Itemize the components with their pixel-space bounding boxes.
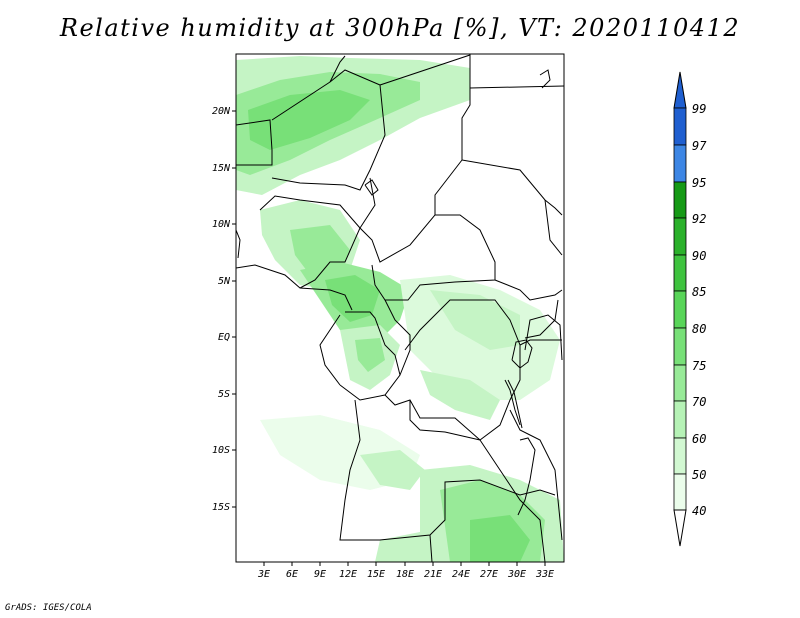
lat-label-15n: 15N xyxy=(212,163,231,174)
lon-label-21e: 21E xyxy=(424,569,442,580)
lon-label-18e: 18E xyxy=(396,569,414,580)
longitude-axis: 3E 6E 9E 12E 15E 18E 21E 24E 27E 30E 33E xyxy=(257,562,554,580)
country-borders xyxy=(236,54,564,562)
colorbar-box-60-70 xyxy=(673,400,687,439)
colorbar-box-50-60 xyxy=(673,437,687,475)
colorbar-label-60: 60 xyxy=(692,432,706,446)
lon-label-9e: 9E xyxy=(314,569,326,580)
colorbar-label-97: 97 xyxy=(692,139,707,153)
lon-label-15e: 15E xyxy=(367,569,385,580)
colorbar-box-92-95 xyxy=(673,181,687,219)
colorbar-label-85: 85 xyxy=(692,285,706,299)
colorbar-label-50: 50 xyxy=(692,468,706,482)
colorbar-label-90: 90 xyxy=(692,249,706,263)
lat-label-20n: 20N xyxy=(212,106,231,117)
humidity-shading xyxy=(236,56,564,562)
lat-label-10n: 10N xyxy=(212,219,231,230)
lon-label-30e: 30E xyxy=(507,569,526,580)
lon-label-27e: 27E xyxy=(480,569,498,580)
colorbar-label-99: 99 xyxy=(692,102,706,116)
colorbar-box-40-50 xyxy=(673,473,687,511)
colorbar-label-40: 40 xyxy=(692,504,706,518)
colorbar-box-85-90 xyxy=(673,254,687,292)
colorbar-box-75-80 xyxy=(673,327,687,366)
colorbar-bottom-arrow xyxy=(673,509,687,547)
colorbar-box-95-97 xyxy=(673,144,687,183)
colorbar-top-arrow xyxy=(673,71,687,109)
colorbar-box-90-92 xyxy=(673,217,687,256)
colorbar-label-80: 80 xyxy=(692,322,706,336)
colorbar-box-97-99 xyxy=(673,107,687,146)
lat-label-5s: 5S xyxy=(218,389,230,400)
colorbar-label-92: 92 xyxy=(692,212,706,226)
map-title: Relative humidity at 300hPa [%], VT: 202… xyxy=(59,14,741,42)
lon-label-12e: 12E xyxy=(339,569,357,580)
colorbar: 99 97 95 92 90 85 80 75 70 60 50 40 xyxy=(673,71,707,547)
colorbar-box-80-85 xyxy=(673,290,687,329)
colorbar-label-70: 70 xyxy=(692,395,706,409)
lon-label-24e: 24E xyxy=(452,569,470,580)
lon-label-6e: 6E xyxy=(286,569,298,580)
lat-label-eq: EQ xyxy=(218,332,230,343)
lat-label-5n: 5N xyxy=(218,276,231,287)
latitude-axis: 20N 15N 10N 5N EQ 5S 10S 15S xyxy=(212,106,236,513)
lon-label-3e: 3E xyxy=(257,569,270,580)
colorbar-label-95: 95 xyxy=(692,176,706,190)
lon-label-33e: 33E xyxy=(535,569,554,580)
lat-label-10s: 10S xyxy=(212,445,230,456)
colorbar-box-70-75 xyxy=(673,364,687,402)
grads-credit: GrADS: IGES/COLA xyxy=(5,603,92,613)
colorbar-label-75: 75 xyxy=(692,359,706,373)
map-frame xyxy=(235,53,565,563)
lat-label-15s: 15S xyxy=(212,502,230,513)
